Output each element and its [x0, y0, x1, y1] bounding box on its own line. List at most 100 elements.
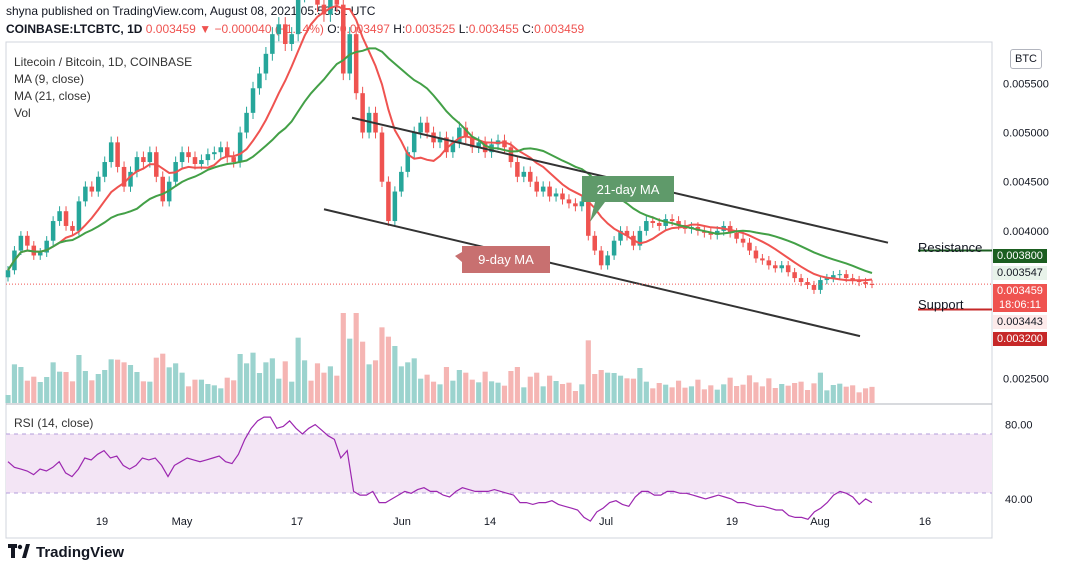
candles — [5, 0, 875, 294]
support-price-box: 0.003200 — [993, 332, 1047, 346]
volume-bar — [527, 376, 533, 403]
volume-bar — [44, 377, 50, 403]
x-tick-label: 14 — [484, 516, 496, 528]
candle-body — [824, 278, 830, 281]
volume-bar — [759, 386, 765, 403]
candle-body — [399, 171, 404, 192]
candle-body — [469, 137, 475, 148]
volume-bar — [792, 383, 798, 403]
candle-body — [869, 283, 875, 285]
candle-body — [334, 0, 340, 5]
volume-bar — [134, 372, 140, 403]
volume-bar — [263, 362, 269, 403]
candle-body — [411, 132, 417, 153]
candle-body — [57, 211, 62, 222]
x-tick-label: 16 — [919, 516, 931, 528]
volume-bar — [682, 387, 688, 403]
volume-bar — [231, 380, 237, 403]
candle-body — [147, 152, 153, 163]
resistance-label: Resistance — [918, 240, 983, 255]
candle-body — [295, 0, 301, 35]
candle-body — [276, 24, 282, 35]
volume-bar — [50, 362, 56, 403]
volume-bar — [656, 383, 662, 403]
candle-body — [218, 147, 224, 153]
legend-ma9: MA (9, close) — [14, 72, 85, 86]
volume-bar — [482, 371, 488, 403]
high-label: H: — [393, 22, 406, 36]
symbol-label: COINBASE:LTCBTC, 1D — [6, 22, 143, 36]
candle-body — [37, 252, 43, 256]
candle-body — [618, 230, 623, 241]
currency-button[interactable]: BTC — [1010, 49, 1042, 69]
volume-bar — [82, 371, 88, 403]
volume-bar — [450, 380, 456, 403]
candle-body — [766, 260, 772, 266]
candle-body — [521, 171, 527, 177]
volume-bar — [611, 373, 617, 403]
volume-bar — [508, 371, 514, 403]
volume-bar — [411, 358, 417, 403]
volume-bar — [643, 381, 649, 403]
volume-bar — [256, 373, 263, 403]
axes: 0.002500 0.004000 0.004500 0.005000 0.005500… — [96, 78, 1049, 528]
volume-bar — [766, 378, 772, 403]
volume-bar — [663, 384, 669, 403]
volume-bar — [701, 389, 707, 403]
candle-body — [186, 152, 191, 158]
candle-body — [315, 0, 320, 5]
volume-bar — [424, 374, 430, 403]
ma9-price-box: 0.003443 — [993, 315, 1047, 329]
candle-body — [753, 250, 759, 259]
volume-bar — [559, 384, 566, 403]
volume-bar — [798, 381, 804, 403]
volume-bar — [37, 382, 43, 403]
volume-bar — [856, 392, 862, 403]
down-arrow-icon: ▼ — [199, 22, 212, 36]
candle-body — [250, 88, 256, 113]
x-tick-label: 19 — [726, 516, 738, 528]
volume-bar — [302, 360, 308, 403]
moving-averages — [7, 4, 873, 282]
candle-body — [476, 142, 481, 148]
volume-bar — [804, 390, 811, 403]
legend-vol: Vol — [14, 106, 31, 120]
volume-bar — [746, 375, 753, 403]
volume-bar — [89, 380, 95, 403]
footer-brand[interactable]: TradingView — [8, 544, 124, 562]
candle-body — [121, 166, 127, 187]
volume-bar — [727, 377, 733, 403]
volume-bar — [579, 384, 585, 403]
volume-bar — [740, 384, 746, 403]
candle-body — [843, 274, 849, 279]
candle-body — [553, 193, 559, 197]
candle-body — [805, 282, 810, 285]
volume-bar — [534, 372, 540, 403]
candle-body — [237, 132, 243, 163]
volume-bar — [198, 379, 205, 403]
volume-bar — [379, 327, 385, 403]
ma21-callout-text: 21-day MA — [597, 182, 660, 197]
candle-body — [50, 221, 56, 241]
volume-bar — [824, 390, 830, 403]
volume-bar — [637, 368, 643, 403]
volume-bar — [269, 358, 275, 403]
volume-bar — [140, 381, 146, 403]
candle-body — [566, 199, 572, 204]
y-tick-label: 0.004000 — [1003, 226, 1049, 238]
candle-body — [560, 193, 565, 200]
candle-body — [644, 221, 649, 231]
candle-body — [108, 142, 114, 163]
volume-bar — [572, 391, 578, 403]
candle-body — [540, 186, 546, 192]
candle-body — [463, 127, 469, 138]
volume-bar — [218, 388, 224, 403]
volume-bar — [127, 365, 134, 403]
volume-bar — [734, 386, 740, 403]
volume-bar — [630, 378, 637, 403]
volume-bar — [347, 338, 353, 403]
candle-body — [212, 152, 217, 155]
last-price: 0.003459 — [145, 22, 196, 36]
volume-bar — [443, 367, 450, 403]
